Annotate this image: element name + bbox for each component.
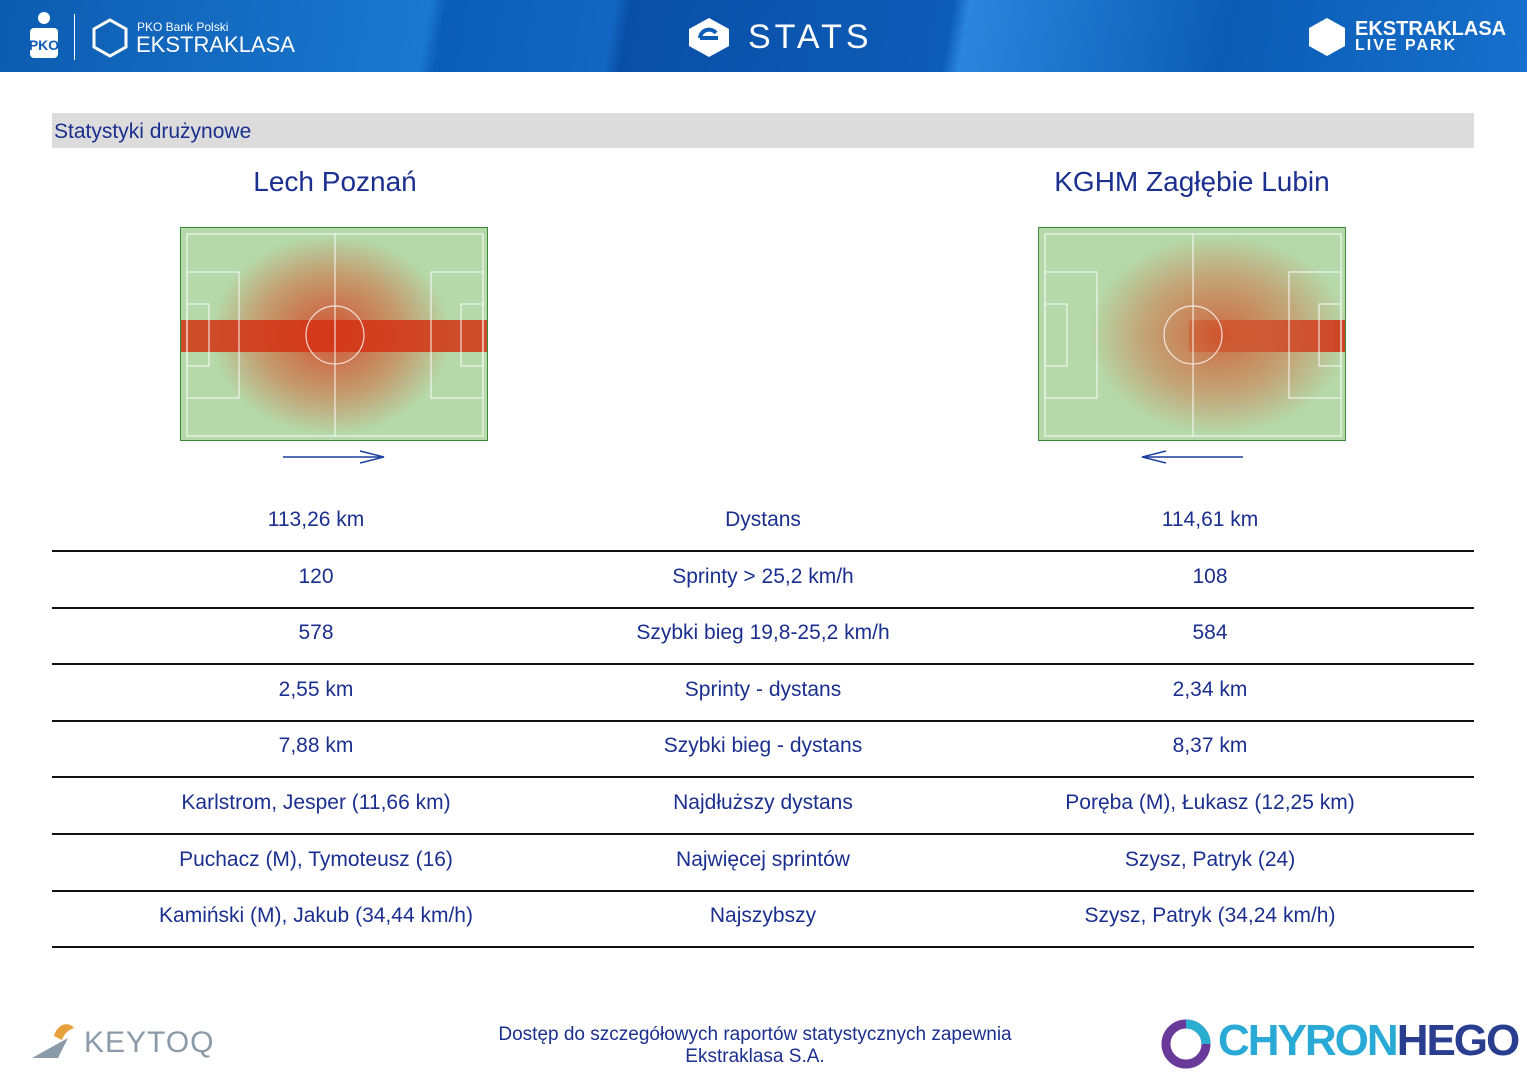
stat-value: Poręba (M), Łukasz (12,25 km) bbox=[1065, 791, 1355, 814]
stat-value: 584 bbox=[1192, 621, 1228, 645]
stat-value: 2,34 km bbox=[1172, 677, 1248, 701]
stat-value: 7,88 km bbox=[278, 734, 354, 758]
stat-label: Najdłuższy dystans bbox=[673, 791, 853, 814]
chyron-icon bbox=[1161, 1019, 1211, 1069]
svg-text:PKO: PKO bbox=[29, 37, 59, 53]
header-title: STATS bbox=[748, 18, 873, 56]
row-divider bbox=[52, 550, 1474, 552]
league-icon bbox=[92, 18, 128, 58]
row-divider bbox=[52, 719, 1474, 722]
logo-part: HEGO bbox=[1396, 1016, 1521, 1065]
team-name: Lech Poznań bbox=[253, 166, 417, 197]
heatmap bbox=[1038, 227, 1346, 441]
league-name: EKSTRAKLASA bbox=[136, 32, 295, 57]
stat-value: 113,26 km bbox=[267, 508, 365, 531]
row-divider bbox=[52, 833, 1474, 835]
row-divider bbox=[52, 663, 1474, 666]
stat-value: 120 bbox=[298, 564, 334, 588]
heatmap bbox=[180, 227, 488, 441]
stat-value: Szysz, Patryk (24) bbox=[1124, 847, 1296, 871]
header-bar: PKO PKO Bank Polski EKSTRAKLASA STATS EK… bbox=[0, 0, 1527, 72]
stat-label: Sprinty - dystans bbox=[684, 677, 842, 701]
row-divider bbox=[52, 889, 1474, 892]
row-divider bbox=[52, 946, 1474, 949]
team-name: KGHM Zagłębie Lubin bbox=[1054, 166, 1330, 197]
keytoq-logo: KEYTOQ bbox=[84, 1026, 215, 1059]
stat-value: Szysz, Patryk (34,24 km/h) bbox=[1084, 904, 1336, 928]
park-icon bbox=[1309, 18, 1345, 56]
direction-arrow bbox=[283, 450, 385, 464]
bank-name: PKO Bank Polski bbox=[137, 20, 229, 34]
bank-icon: PKO bbox=[29, 12, 59, 58]
footer-note: Dostęp do szczegółowych raportów statyst… bbox=[498, 1024, 1012, 1067]
stat-label: Najszybszy bbox=[709, 904, 817, 928]
keytoq-icon bbox=[32, 1024, 74, 1058]
stat-value: Puchacz (M), Tymoteusz (16) bbox=[179, 847, 453, 871]
stat-value: 114,61 km bbox=[1161, 508, 1259, 531]
stat-value: Karlstrom, Jesper (11,66 km) bbox=[181, 791, 451, 814]
section-title: Statystyki drużynowe bbox=[52, 113, 1474, 148]
stat-label: Dystans bbox=[725, 508, 801, 531]
stat-label: Szybki bieg 19,8-25,2 km/h bbox=[636, 621, 890, 645]
stat-value: 578 bbox=[298, 621, 334, 645]
stat-label: Najwięcej sprintów bbox=[676, 847, 850, 871]
chyronhego-logo: CHYRONHEGO bbox=[1218, 1016, 1521, 1066]
stat-value: 8,37 km bbox=[1172, 734, 1248, 758]
park-top: EKSTRAKLASA bbox=[1355, 18, 1507, 40]
stat-value: 108 bbox=[1192, 564, 1228, 588]
stat-label: Sprinty > 25,2 km/h bbox=[672, 564, 854, 588]
stat-value: 2,55 km bbox=[278, 677, 354, 701]
direction-arrow bbox=[1141, 450, 1243, 464]
row-divider bbox=[52, 776, 1474, 779]
stat-label: Szybki bieg - dystans bbox=[663, 734, 863, 758]
park-bottom: LIVE PARK bbox=[1355, 37, 1458, 54]
stats-icon bbox=[689, 18, 729, 57]
logo-part: CHYRON bbox=[1218, 1016, 1399, 1065]
stat-value: Kamiński (M), Jakub (34,44 km/h) bbox=[159, 904, 473, 928]
row-divider bbox=[52, 606, 1474, 609]
